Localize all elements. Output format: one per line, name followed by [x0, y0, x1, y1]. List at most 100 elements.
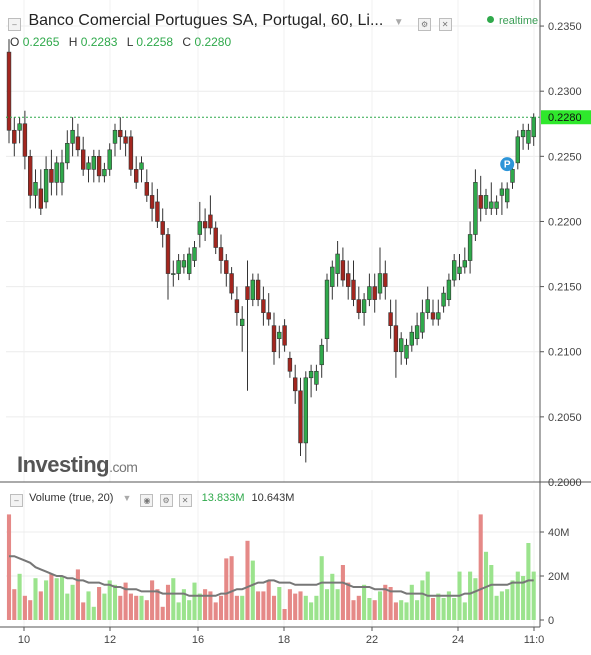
candle-body: [255, 279, 261, 300]
candle-body: [224, 260, 229, 274]
time-tick-label: 18: [278, 634, 290, 646]
candle-body: [86, 162, 91, 170]
volume-bar: [86, 591, 91, 620]
candle-body: [430, 312, 436, 320]
volume-bar: [197, 593, 202, 620]
volume-bar: [17, 573, 22, 620]
volume-bar: [38, 591, 43, 620]
candle-body: [441, 292, 446, 307]
volume-bar: [187, 600, 192, 620]
close-icon[interactable]: ✕: [438, 18, 452, 31]
candle-body: [473, 182, 478, 235]
candle-body: [478, 195, 483, 209]
volume-bar: [483, 551, 489, 620]
time-tick-label: 11:0: [524, 634, 545, 646]
volume-settings-icon[interactable]: ⚙: [159, 494, 173, 507]
volume-bar: [224, 558, 229, 620]
volume-chevron-down-icon[interactable]: ▼: [122, 493, 132, 503]
volume-bar: [213, 602, 218, 620]
volume-bar: [399, 600, 404, 620]
candle-body: [197, 221, 202, 235]
candle-body: [33, 182, 38, 196]
volume-bar: [229, 556, 234, 620]
volume-bar: [510, 580, 515, 620]
volume-bar: [54, 578, 59, 620]
candle-body: [372, 286, 377, 300]
candle-body: [489, 201, 494, 209]
ohlc-high-value: 0.2283: [80, 35, 118, 49]
volume-bar: [155, 589, 160, 620]
volume-bar: [203, 589, 208, 620]
collapse-volume-icon[interactable]: –: [10, 494, 23, 507]
volume-bar: [234, 595, 239, 620]
candle-body: [107, 149, 112, 170]
candle-body: [462, 260, 467, 268]
candle-body: [22, 123, 28, 157]
volume-bar: [150, 580, 155, 620]
volume-bar: [335, 589, 340, 620]
volume-bar: [256, 591, 261, 620]
candle-body: [510, 169, 515, 183]
ohlc-low-key: L: [126, 35, 134, 49]
time-tick-label: 16: [192, 634, 204, 646]
ohlc-high-key: H: [68, 35, 78, 49]
volume-bar: [388, 587, 393, 620]
volume-bar: [468, 571, 473, 620]
candle-body: [123, 136, 128, 144]
volume-bar: [192, 582, 197, 620]
price-grid: [6, 0, 540, 483]
volume-bar: [128, 593, 133, 620]
candle-body: [112, 129, 118, 144]
candle-body: [277, 331, 282, 340]
candle-body: [91, 156, 97, 170]
volume-bar: [75, 569, 80, 620]
time-axis-ticks: 10 12 16 18 22 24 11:0: [18, 627, 544, 646]
volume-value: 13.833M: [201, 492, 245, 504]
candle-body: [531, 116, 536, 138]
candle-body: [356, 299, 361, 313]
volume-bar: [303, 595, 308, 620]
candle-body: [425, 299, 430, 313]
volume-bar: [102, 593, 107, 620]
volume-bar: [65, 593, 70, 620]
volume-bar: [271, 595, 277, 620]
volume-bar: [118, 595, 123, 620]
candle-body: [324, 279, 330, 340]
volume-legend[interactable]: – Volume (true, 20) ▼ ◉ ⚙ ✕ 13.833M 10.6…: [10, 492, 294, 507]
volume-bar: [261, 591, 266, 620]
candle-body: [504, 188, 510, 203]
volume-bar: [383, 584, 388, 620]
volume-bar: [356, 595, 361, 620]
candle-body: [414, 325, 420, 340]
candle-body: [96, 156, 102, 177]
candle-body: [420, 312, 425, 333]
candle-body: [515, 136, 521, 164]
candles: [6, 39, 536, 463]
chart-title-row[interactable]: – Banco Comercial Portugues SA, Portugal…: [8, 12, 455, 31]
candle-body: [298, 390, 303, 444]
candle-body: [457, 266, 462, 274]
candle-body: [176, 260, 181, 274]
candle-body: [75, 136, 81, 151]
volume-bar: [452, 598, 457, 620]
candle-body: [361, 299, 367, 313]
volume-eye-icon[interactable]: ◉: [140, 494, 154, 507]
volume-bar: [112, 584, 118, 620]
volume-bar: [49, 573, 54, 620]
candle-body: [208, 214, 213, 229]
volume-bar: [441, 598, 446, 620]
chevron-down-icon[interactable]: ▼: [393, 17, 404, 28]
event-marker-circle: [500, 157, 515, 172]
collapse-icon[interactable]: –: [8, 18, 21, 31]
volume-bar: [33, 578, 38, 620]
price-tick-label: 0.2100: [548, 347, 582, 359]
volume-bar: [324, 589, 330, 620]
candle-body: [271, 325, 277, 353]
candle-body: [287, 357, 293, 372]
settings-icon[interactable]: ⚙: [418, 18, 432, 31]
event-marker[interactable]: P: [500, 157, 515, 172]
candle-body: [155, 201, 160, 222]
volume-close-icon[interactable]: ✕: [178, 494, 192, 507]
